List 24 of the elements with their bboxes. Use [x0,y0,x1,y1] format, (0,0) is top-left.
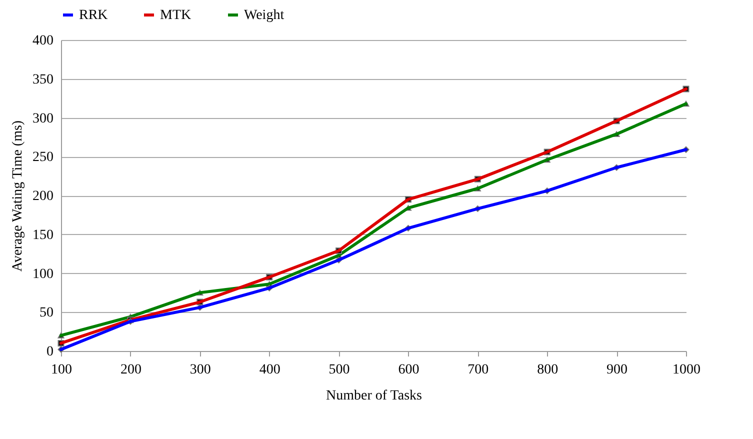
y-tick-label: 150 [32,228,54,243]
x-axis-title: Number of Tasks [326,388,422,404]
x-tick-label: 800 [537,362,558,378]
y-tick-label: 250 [32,150,54,166]
x-tick-label: 900 [606,362,628,378]
x-tick-label: 300 [190,362,211,378]
y-tick-label: 350 [32,72,54,88]
y-tick-label: 300 [32,111,54,126]
x-tick-label: 200 [120,362,142,378]
legend-label: Weight [244,8,284,23]
y-tick-label: 0 [46,344,54,360]
y-axis-title: Average Wating Time (ms) [10,120,26,272]
legend-label: MTK [160,8,192,23]
y-tick-label: 400 [32,34,54,48]
x-tick-label: 100 [51,362,72,378]
x-tick-label: 500 [328,362,350,378]
x-tick-label: 600 [398,362,420,378]
y-tick-label: 100 [32,266,54,282]
x-tick-label: 1000 [672,362,700,378]
legend-label: RRK [79,8,108,23]
x-tick-label: 400 [259,362,280,378]
y-tick-label: 200 [32,189,54,204]
x-tick-label: 700 [468,362,489,378]
y-tick-label: 50 [40,306,54,321]
